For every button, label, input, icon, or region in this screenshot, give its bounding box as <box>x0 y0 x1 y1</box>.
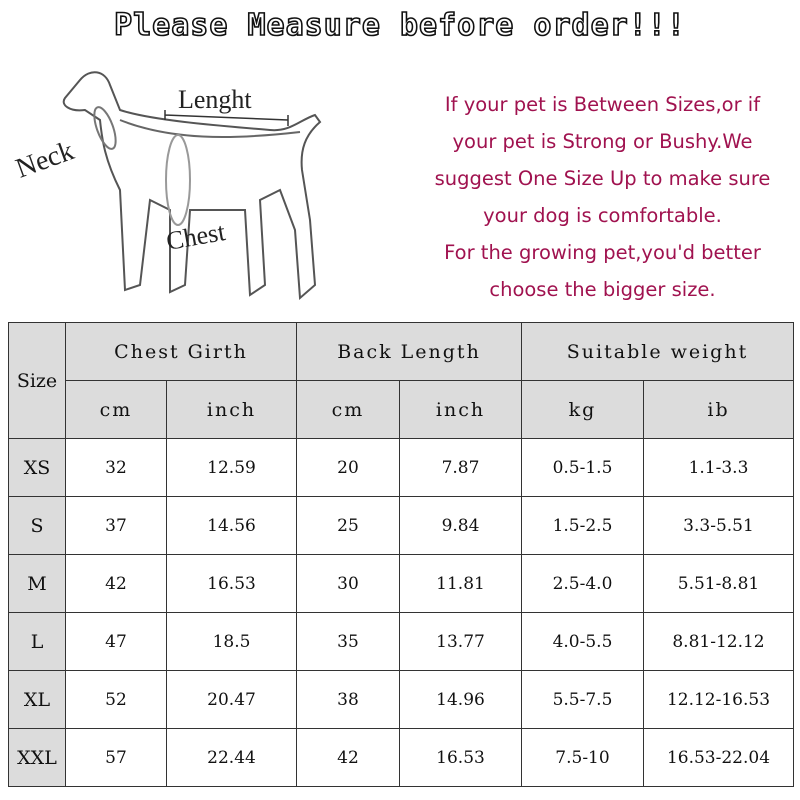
size-cell: XL <box>8 670 66 729</box>
note-line: your pet is Strong or Bushy.We <box>452 130 753 153</box>
value-cell: 38 <box>296 670 400 729</box>
value-cell: 12.59 <box>166 438 297 497</box>
table-row: L 47 18.5 35 13.77 4.0-5.5 8.81-12.12 <box>8 612 794 671</box>
table-row: XL 52 20.47 38 14.96 5.5-7.5 12.12-16.53 <box>8 670 794 729</box>
value-cell: 35 <box>296 612 400 671</box>
group-header: Chest Girth <box>65 322 297 381</box>
chest-measure <box>165 134 191 226</box>
note-line: For the growing pet,you'd better <box>444 241 761 264</box>
value-cell: 5.5-7.5 <box>521 670 644 729</box>
value-cell: 25 <box>296 496 400 555</box>
size-cell: XXL <box>8 728 66 787</box>
value-cell: 18.5 <box>166 612 297 671</box>
size-header: Size <box>8 322 66 439</box>
group-header: Suitable weight <box>521 322 794 381</box>
unit-header: cm <box>65 380 167 439</box>
size-table: Size Chest Girth Back Length Suitable we… <box>8 322 794 787</box>
value-cell: 52 <box>65 670 167 729</box>
value-cell: 22.44 <box>166 728 297 787</box>
size-cell: L <box>8 612 66 671</box>
dog-outline-icon <box>62 71 322 301</box>
size-cell: M <box>8 554 66 613</box>
value-cell: 37 <box>65 496 167 555</box>
neck-label: Neck <box>12 135 78 184</box>
table-row: XXL 57 22.44 42 16.53 7.5-10 16.53-22.04 <box>8 728 794 787</box>
unit-header: ib <box>643 380 794 439</box>
dog-measurement-diagram: Lenght Neck Chest <box>12 71 322 301</box>
group-header: Back Length <box>296 322 522 381</box>
note-line: choose the bigger size. <box>489 278 716 301</box>
value-cell: 16.53-22.04 <box>643 728 794 787</box>
page-title: Please Measure before order!!! <box>113 7 686 44</box>
value-cell: 20.47 <box>166 670 297 729</box>
value-cell: 9.84 <box>399 496 522 555</box>
value-cell: 0.5-1.5 <box>521 438 644 497</box>
note-line: If your pet is Between Sizes,or if <box>444 93 761 116</box>
value-cell: 32 <box>65 438 167 497</box>
value-cell: 1.5-2.5 <box>521 496 644 555</box>
table-row: M 42 16.53 30 11.81 2.5-4.0 5.51-8.81 <box>8 554 794 613</box>
value-cell: 42 <box>296 728 400 787</box>
value-cell: 42 <box>65 554 167 613</box>
unit-header: kg <box>521 380 644 439</box>
length-label: Lenght <box>178 85 252 114</box>
value-cell: 16.53 <box>399 728 522 787</box>
note-line: suggest One Size Up to make sure <box>434 167 771 190</box>
value-cell: 1.1-3.3 <box>643 438 794 497</box>
table-row: S 37 14.56 25 9.84 1.5-2.5 3.3-5.51 <box>8 496 794 555</box>
value-cell: 7.5-10 <box>521 728 644 787</box>
value-cell: 2.5-4.0 <box>521 554 644 613</box>
value-cell: 8.81-12.12 <box>643 612 794 671</box>
value-cell: 11.81 <box>399 554 522 613</box>
value-cell: 30 <box>296 554 400 613</box>
size-cell: S <box>8 496 66 555</box>
table-row: XS 32 12.59 20 7.87 0.5-1.5 1.1-3.3 <box>8 438 794 497</box>
note-line: your dog is comfortable. <box>483 204 722 227</box>
value-cell: 47 <box>65 612 167 671</box>
value-cell: 13.77 <box>399 612 522 671</box>
unit-header: cm <box>296 380 400 439</box>
value-cell: 3.3-5.51 <box>643 496 794 555</box>
length-line <box>119 119 301 138</box>
value-cell: 16.53 <box>166 554 297 613</box>
unit-header: inch <box>166 380 297 439</box>
size-cell: XS <box>8 438 66 497</box>
value-cell: 14.56 <box>166 496 297 555</box>
value-cell: 20 <box>296 438 400 497</box>
value-cell: 12.12-16.53 <box>643 670 794 729</box>
value-cell: 4.0-5.5 <box>521 612 644 671</box>
unit-header: inch <box>399 380 522 439</box>
value-cell: 14.96 <box>399 670 522 729</box>
neck-measure <box>93 106 117 150</box>
value-cell: 57 <box>65 728 167 787</box>
length-arrow <box>164 110 289 126</box>
value-cell: 7.87 <box>399 438 522 497</box>
sizing-advice: If your pet is Between Sizes,or if your … <box>405 86 800 308</box>
value-cell: 5.51-8.81 <box>643 554 794 613</box>
